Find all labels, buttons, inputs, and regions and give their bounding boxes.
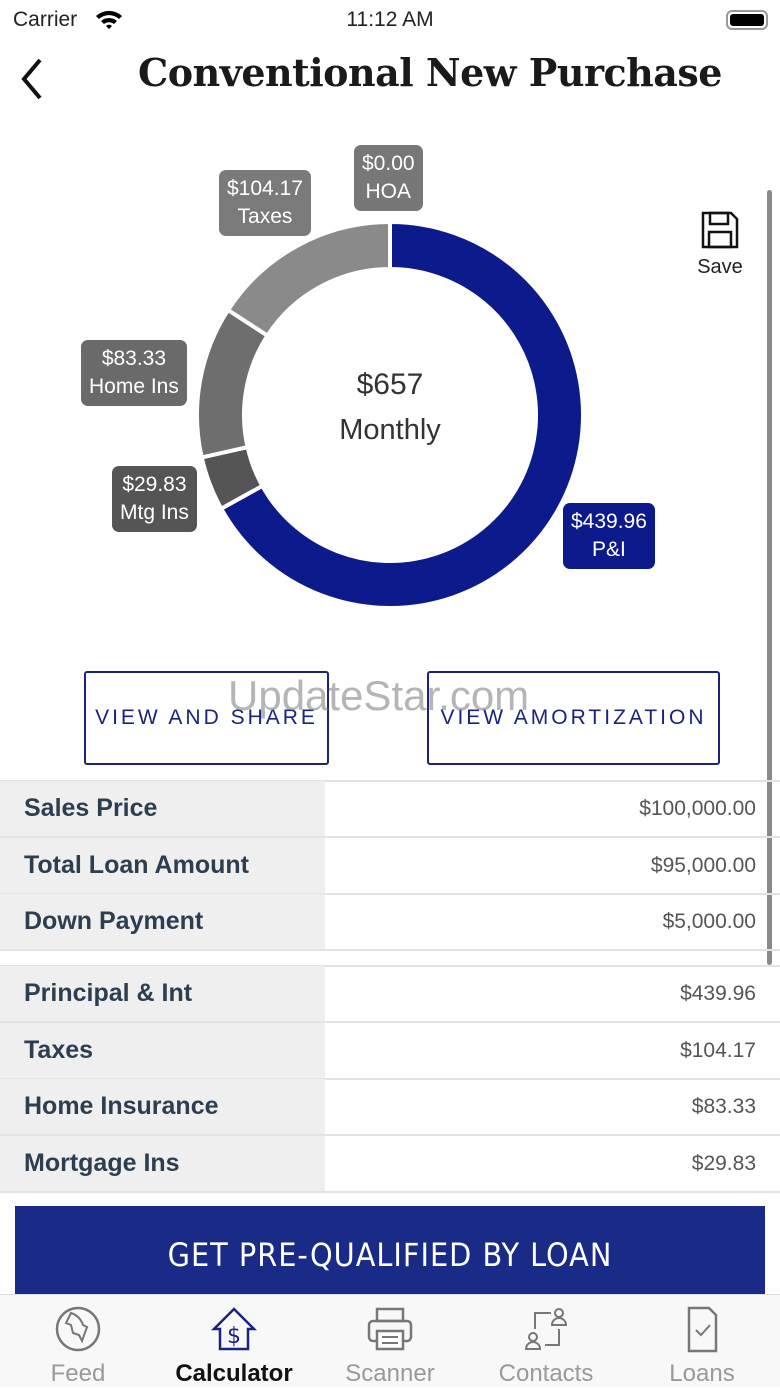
label-pi: $439.96 P&I [563,503,655,569]
tab-feed[interactable]: Feed [0,1295,156,1387]
printer-icon [367,1307,413,1351]
clock: 11:12 AM [346,8,434,31]
globe-icon [55,1306,101,1352]
monthly-label: Monthly [339,414,441,446]
scrollbar[interactable] [767,190,772,965]
table-row: Principal & Int $439.96 [0,966,780,1023]
table-row: Down Payment $5,000.00 [0,894,780,951]
status-bar: Carrier 11:12 AM [0,0,780,40]
svg-text:$: $ [227,1324,241,1349]
page-title: Conventional New Purchase [138,50,722,95]
table-row: Home Insurance $83.33 [0,1079,780,1136]
tab-loans[interactable]: Loans [624,1295,780,1387]
label-hoa: $0.00 HOA [354,145,423,211]
back-chevron-icon[interactable] [18,56,48,102]
floppy-disk-icon [701,211,739,249]
donut-chart [195,219,585,610]
table-row: Total Loan Amount $95,000.00 [0,838,780,895]
label-mtg-ins: $29.83 Mtg Ins [112,466,197,532]
monthly-total: $657 [356,368,424,401]
get-prequalified-button[interactable]: GET PRE-QUALIFIED BY LOAN [15,1206,765,1306]
tab-calculator[interactable]: $ Calculator [156,1295,312,1387]
label-home-ins: $83.33 Home Ins [81,340,187,406]
donut-slice-home-ins [195,307,271,460]
tab-bar: Feed $ Calculator Scanner Contacts Loans [0,1294,780,1387]
tab-scanner[interactable]: Scanner [312,1295,468,1387]
donut-slice-p-i [218,219,585,610]
table-row: Sales Price $100,000.00 [0,781,780,838]
view-amortization-button[interactable]: VIEW AMORTIZATION [427,671,720,765]
battery-icon [726,10,768,30]
donut-slice-taxes [225,219,392,339]
view-and-share-button[interactable]: VIEW AND SHARE [84,671,329,765]
document-check-icon [687,1306,718,1353]
label-taxes: $104.17 Taxes [219,170,311,236]
save-label: Save [697,256,743,278]
table-row: Mortgage Ins $29.83 [0,1136,780,1193]
contacts-icon [524,1308,568,1350]
wifi-icon [96,10,122,29]
tab-contacts[interactable]: Contacts [468,1295,624,1387]
carrier-label: Carrier [13,8,78,31]
house-dollar-icon: $ [210,1307,258,1351]
save-button[interactable]: Save [690,210,750,279]
table-row: Taxes $104.17 [0,1023,780,1080]
